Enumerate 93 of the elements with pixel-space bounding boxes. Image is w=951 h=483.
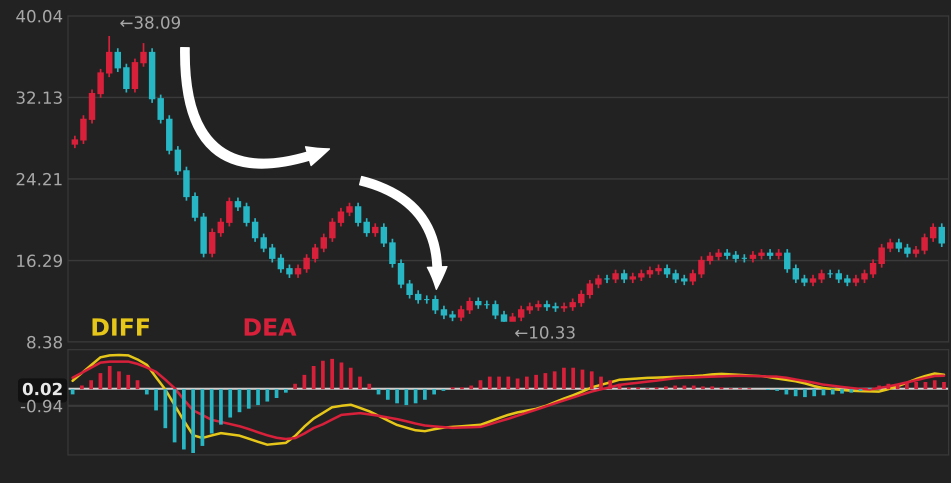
y-tick-label: 40.04: [16, 10, 62, 23]
bar: [108, 366, 112, 390]
candlestick: [560, 302, 568, 313]
bar: [784, 389, 788, 394]
bar: [830, 389, 835, 394]
bar: [552, 371, 557, 390]
y-tick-label: 16.29: [17, 254, 62, 268]
bar: [516, 378, 520, 390]
candlestick: [766, 248, 774, 260]
bar: [469, 386, 474, 390]
bar: [274, 389, 278, 398]
bar: [70, 389, 74, 394]
bar: [228, 389, 232, 418]
bar: [924, 382, 928, 390]
bar: [497, 376, 501, 390]
bar: [812, 389, 816, 396]
bar: [590, 371, 594, 390]
bar: [803, 389, 807, 398]
bar: [246, 389, 251, 409]
bar: [238, 389, 242, 412]
bar: [432, 389, 436, 394]
bar: [340, 362, 344, 390]
bar: [265, 389, 270, 402]
bar: [618, 384, 622, 390]
bar: [163, 389, 168, 428]
bar: [117, 371, 121, 390]
bar: [414, 389, 418, 404]
bar: [376, 389, 380, 394]
text: DEA: [244, 318, 296, 336]
bar: [89, 380, 94, 390]
y-tick-label: -0.94: [20, 400, 62, 412]
bar: [98, 373, 102, 390]
bar: [200, 389, 204, 446]
bar: [599, 376, 603, 390]
bar: [136, 380, 140, 390]
bar: [914, 382, 918, 390]
bar: [191, 389, 195, 454]
bar: [284, 389, 288, 393]
bar: [571, 368, 576, 390]
candlestick: [724, 248, 730, 260]
bar: [144, 389, 149, 394]
candlestick: [775, 248, 782, 260]
bar: [256, 389, 260, 406]
bar: [154, 389, 158, 410]
bar: [794, 389, 798, 396]
bar: [692, 386, 696, 390]
series-label: DIFF: [92, 318, 150, 336]
bar: [534, 374, 538, 390]
candlestick: [484, 300, 490, 310]
bar: [126, 374, 130, 390]
bar: [580, 370, 584, 390]
bar: [608, 380, 612, 390]
y-tick-label: 0.02: [22, 382, 62, 396]
bar: [321, 360, 325, 390]
annotation: ←10.33: [515, 326, 575, 339]
candlestick: [535, 300, 542, 312]
y-tick-label: 24.21: [16, 172, 62, 186]
annotation: ←38.09: [120, 16, 180, 29]
y-tick-label: 8.38: [27, 336, 62, 349]
bar: [404, 389, 408, 406]
bar: [395, 389, 399, 404]
bar: [219, 389, 223, 425]
bar: [905, 382, 909, 390]
bar: [358, 376, 362, 390]
bar: [506, 376, 510, 390]
bar: [210, 389, 214, 434]
bar: [302, 374, 306, 390]
bar: [682, 386, 686, 390]
bar: [544, 373, 548, 390]
candlestick: [604, 274, 610, 284]
bar: [877, 386, 881, 390]
bar: [849, 389, 854, 393]
bar: [524, 376, 529, 390]
y-tick-label: 32.13: [16, 91, 62, 104]
bar: [701, 386, 705, 390]
bar: [182, 389, 186, 450]
bar: [673, 386, 678, 390]
bar: [312, 366, 316, 390]
bar: [80, 386, 84, 390]
bar: [562, 368, 566, 390]
bar: [932, 380, 937, 390]
bar: [840, 389, 844, 394]
bar: [423, 389, 427, 400]
bar: [348, 368, 353, 390]
bar: [488, 376, 492, 390]
bar: [478, 380, 482, 390]
candlestick: [741, 253, 748, 264]
bar: [330, 358, 334, 390]
bar: [172, 389, 176, 442]
bar: [822, 389, 826, 396]
bar: [942, 382, 946, 390]
candlestick: [826, 268, 834, 279]
bar: [386, 389, 390, 400]
